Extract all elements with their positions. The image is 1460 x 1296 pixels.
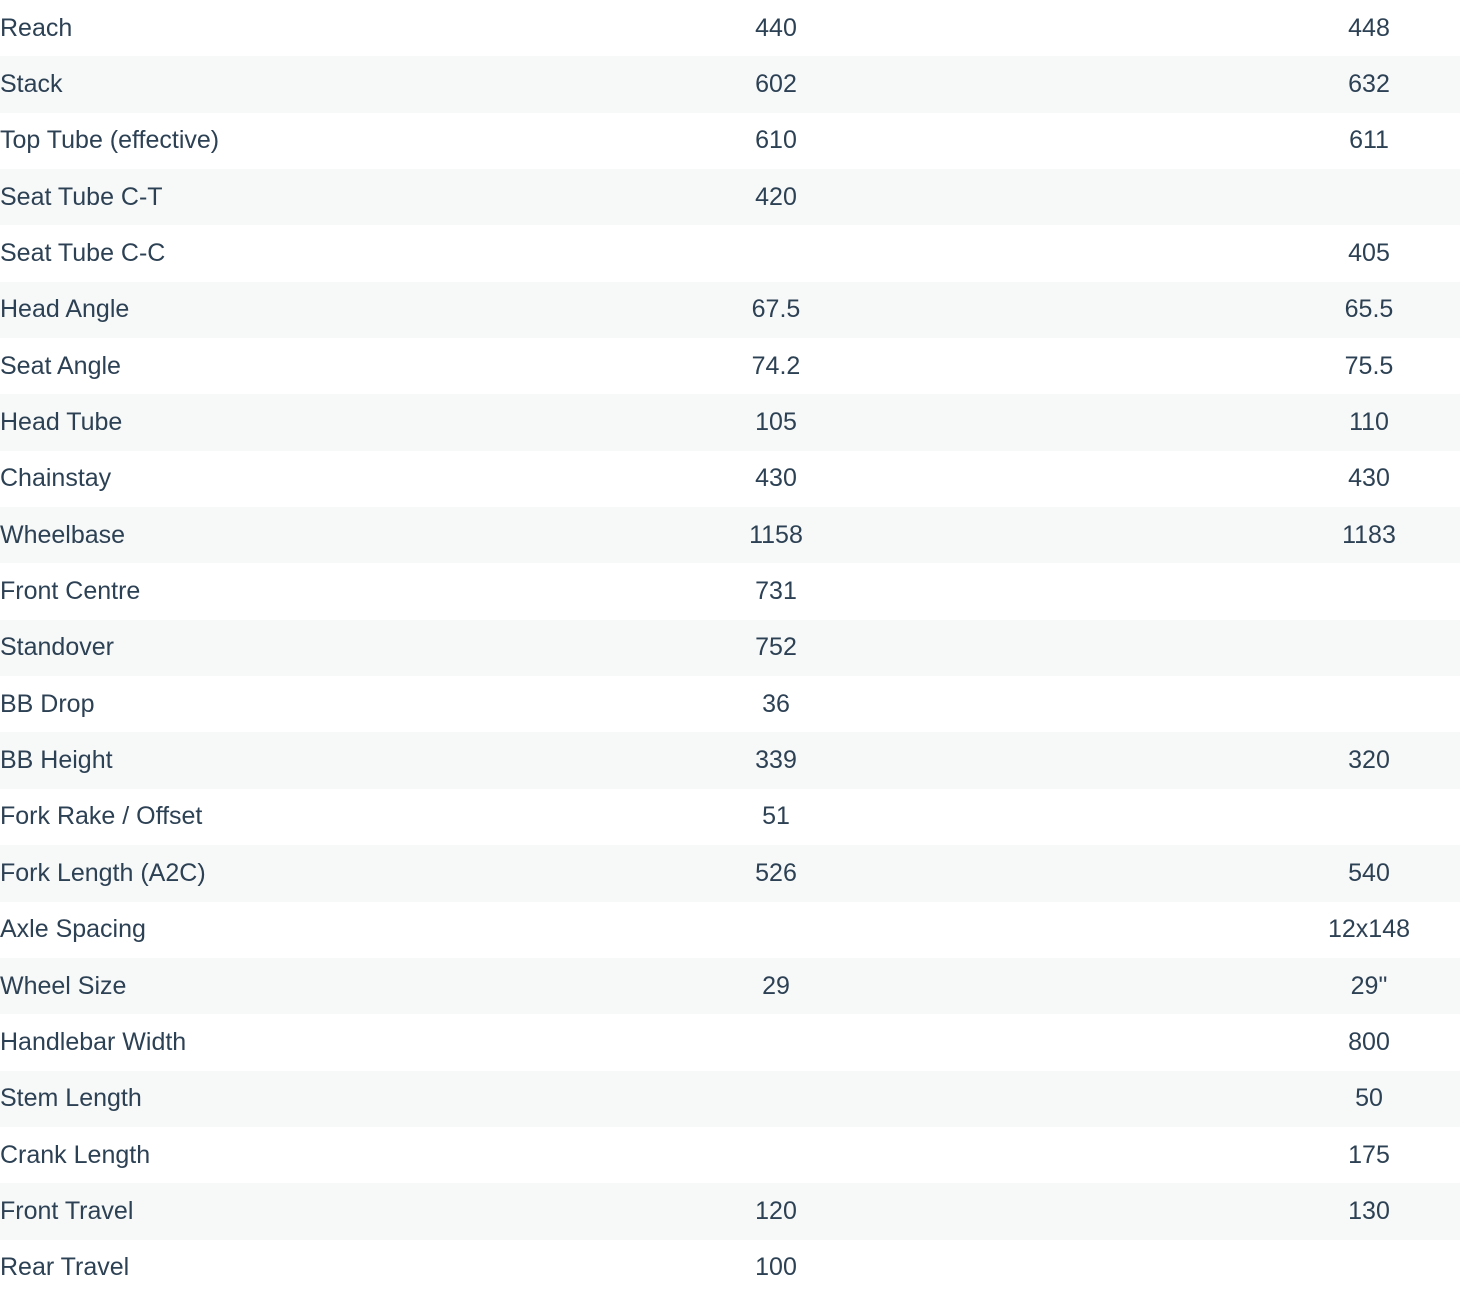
bike1-value [274, 1127, 1278, 1183]
bike2-value [1278, 676, 1460, 732]
spec-label: Top Tube (effective) [0, 126, 220, 155]
spec-label: Chainstay [0, 464, 112, 493]
bike1-value: 120 [755, 1196, 797, 1225]
bike1-value [274, 902, 1278, 958]
bike1-value: 67.5 [751, 295, 801, 324]
bike1-value [274, 225, 1278, 281]
bike2-value: 1183 [1342, 520, 1396, 549]
table-row: Head Tube 105 110 [0, 394, 1460, 451]
table-row: Rear Travel 100 [0, 1240, 1460, 1296]
spec-label: Rear Travel [0, 1253, 130, 1282]
table-row: Handlebar Width 800 [0, 1014, 1460, 1070]
table-row: Wheelbase 1158 1183 [0, 507, 1460, 564]
bike1-value: 430 [755, 464, 797, 493]
table-row: Crank Length 175 [0, 1127, 1460, 1183]
bike1-value: 100 [755, 1253, 797, 1282]
bike1-value: 29 [762, 971, 790, 1000]
bike1-value: 420 [755, 182, 797, 211]
spec-label: Seat Tube C-C [0, 239, 166, 268]
spec-label: Head Angle [0, 295, 130, 324]
bike1-value: 105 [755, 408, 797, 437]
table-row: Standover 752 [0, 619, 1460, 677]
table-row: Seat Angle 74.2 75.5 [0, 338, 1460, 394]
table-row: Front Travel 120 130 [0, 1183, 1460, 1240]
spec-label: Seat Angle [0, 351, 121, 380]
table-row: Chainstay 430 430 [0, 451, 1460, 507]
bike2-value: 540 [1348, 858, 1390, 887]
table-row: BB Height 339 320 [0, 732, 1460, 789]
table-row: Stem Length 50 [0, 1070, 1460, 1127]
bike2-value: 320 [1348, 746, 1390, 775]
spec-label: Wheel Size [0, 971, 127, 1000]
spec-label: BB Drop [0, 689, 95, 718]
bike2-value: 75.5 [1344, 351, 1394, 380]
bike2-value [1278, 563, 1460, 619]
bike2-value: 405 [1348, 239, 1390, 268]
bike1-value [274, 1014, 1278, 1070]
spec-label: Fork Length (A2C) [0, 858, 206, 887]
bike1-value: 339 [755, 746, 797, 775]
bike2-value [1278, 1240, 1460, 1296]
table-row: Axle Spacing 12x148 [0, 902, 1460, 958]
table-row: Seat Tube C-C 405 [0, 225, 1460, 281]
bike1-value: 74.2 [751, 351, 801, 380]
spec-label: Wheelbase [0, 520, 126, 549]
bike1-value: 36 [762, 689, 790, 718]
spec-label: Fork Rake / Offset [0, 802, 203, 831]
bike2-value: 130 [1348, 1196, 1390, 1225]
spec-label: Seat Tube C-T [0, 182, 163, 211]
bike1-value [274, 1071, 1278, 1127]
table-row: Fork Rake / Offset 51 [0, 789, 1460, 845]
table-row: BB Drop 36 [0, 676, 1460, 732]
spec-label: Reach [0, 13, 73, 42]
bike1-value: 1158 [749, 520, 803, 549]
table-row: Reach 440 448 [0, 0, 1460, 56]
spec-label: Stack [0, 70, 63, 99]
bike2-value [1278, 620, 1460, 676]
spec-label: Head Tube [0, 408, 123, 437]
bike1-value: 610 [755, 126, 797, 155]
table-row: Front Centre 731 [0, 563, 1460, 619]
bike1-value: 51 [762, 802, 790, 831]
bike2-value: 29" [1350, 971, 1388, 1000]
bike2-value: 448 [1348, 13, 1390, 42]
bike2-value: 65.5 [1344, 295, 1394, 324]
table-row: Wheel Size 29 29" [0, 957, 1460, 1015]
bike1-value: 526 [755, 858, 797, 887]
bike2-value: 800 [1348, 1027, 1390, 1056]
table-row: Seat Tube C-T 420 [0, 169, 1460, 226]
bike2-value: 12x148 [1327, 915, 1411, 944]
bike1-value: 602 [755, 70, 797, 99]
bike2-value: 50 [1355, 1084, 1383, 1113]
bike2-value: 110 [1349, 408, 1389, 437]
spec-label: Standover [0, 633, 114, 662]
table-row: Head Angle 67.5 65.5 [0, 281, 1460, 339]
spec-label: Crank Length [0, 1140, 151, 1169]
bike2-value [1278, 789, 1460, 845]
bike1-value: 440 [755, 13, 797, 42]
spec-label: Front Travel [0, 1196, 134, 1225]
bike1-value: 731 [755, 577, 797, 606]
spec-label: BB Height [0, 746, 113, 775]
table-row: Fork Length (A2C) 526 540 [0, 845, 1460, 902]
bike2-value: 611 [1349, 126, 1389, 155]
bike1-value: 752 [755, 633, 797, 662]
table-row: Stack 602 632 [0, 56, 1460, 113]
bike2-value: 632 [1348, 70, 1390, 99]
table-row: Top Tube (effective) 610 611 [0, 113, 1460, 169]
bike2-value: 175 [1348, 1140, 1390, 1169]
spec-label: Front Centre [0, 577, 141, 606]
spec-label: Handlebar Width [0, 1027, 187, 1056]
spec-label: Stem Length [0, 1084, 142, 1113]
spec-label: Axle Spacing [0, 915, 146, 944]
bike2-value: 430 [1348, 464, 1390, 493]
bike2-value [1278, 169, 1460, 225]
